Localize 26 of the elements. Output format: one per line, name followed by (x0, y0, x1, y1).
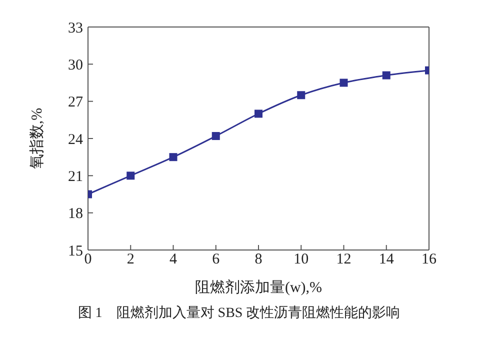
x-tick-label: 10 (294, 252, 309, 268)
point (382, 71, 390, 80)
y-tick-label: 21 (68, 168, 83, 185)
point (340, 78, 348, 87)
x-tick-label: 2 (126, 252, 134, 268)
x-tick-label: 0 (84, 252, 92, 268)
y-tick-label: 18 (68, 206, 83, 222)
point (297, 91, 306, 100)
x-axis-title: 阻燃剂添加量(w),% (194, 279, 322, 296)
x-tick-label: 6 (212, 252, 220, 268)
text: 图 1 阻燃剂加入量对 SBS 改性沥青阻燃性能的影响 (76, 304, 402, 322)
y-tick-label: 30 (68, 57, 83, 74)
y-axis-title: 氧指数,% (28, 108, 46, 170)
x-tick-label: 4 (170, 252, 178, 268)
y-tick-label: 33 (68, 20, 83, 36)
x-tick-label: 16 (422, 252, 437, 268)
point (254, 110, 262, 118)
point (169, 153, 178, 162)
y-tick-label: 15 (68, 243, 83, 260)
y-tick-label: 27 (68, 94, 84, 111)
point (126, 172, 135, 180)
y-tick-label: 24 (68, 132, 84, 148)
x-tick-label: 8 (254, 252, 262, 268)
point (212, 132, 220, 140)
x-tick-label: 14 (378, 252, 394, 268)
x-tick-label: 12 (336, 252, 352, 268)
